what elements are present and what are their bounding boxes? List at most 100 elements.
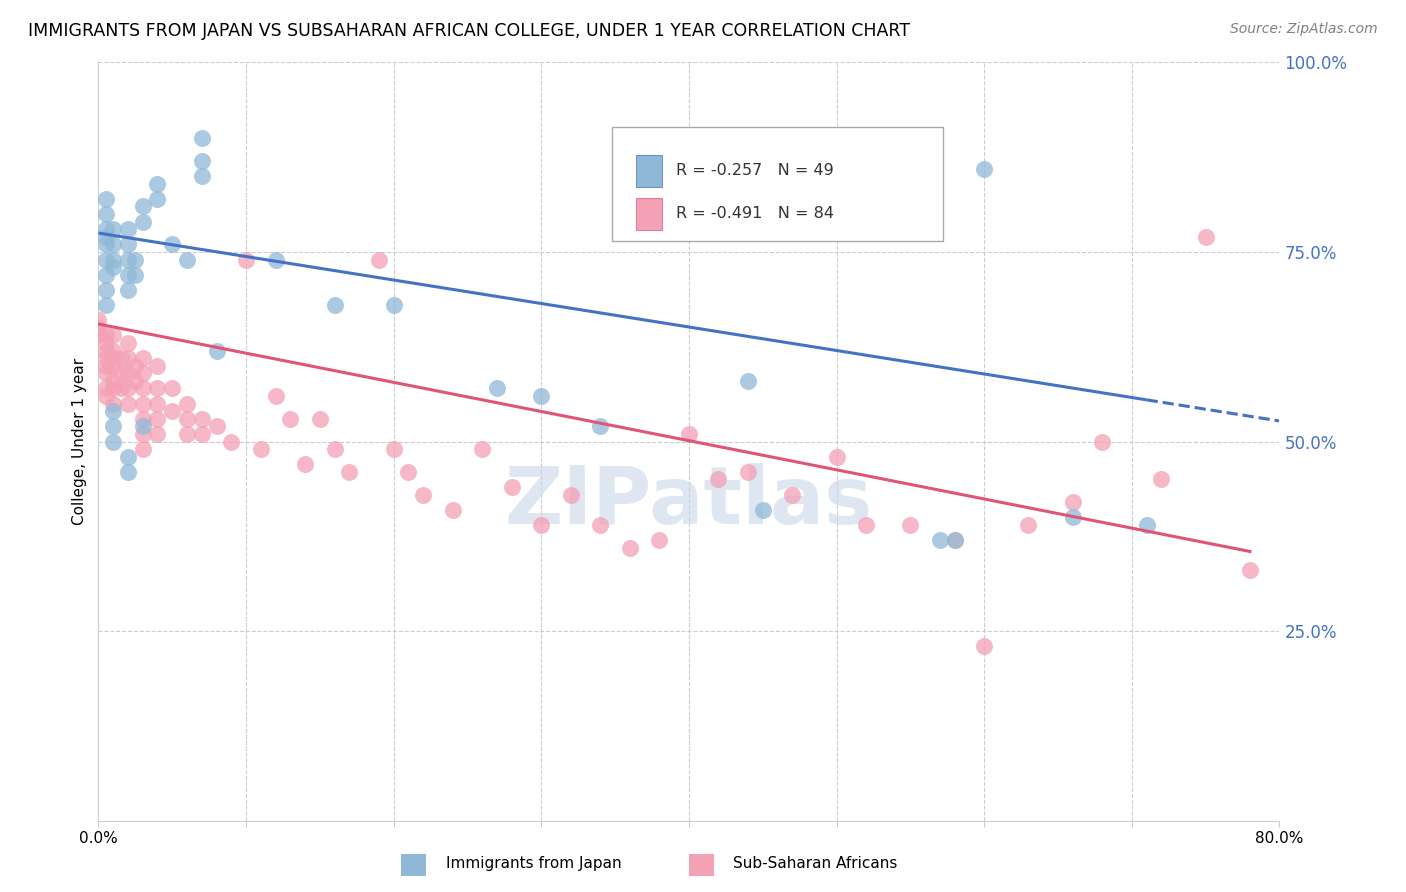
Point xyxy=(191,169,214,184)
Point xyxy=(530,389,553,403)
Point xyxy=(117,252,139,267)
Point xyxy=(707,473,730,487)
Point xyxy=(973,161,995,176)
Point xyxy=(103,328,125,343)
Point xyxy=(737,465,759,479)
Point xyxy=(1136,517,1159,532)
Point xyxy=(486,382,509,396)
Text: Immigrants from Japan: Immigrants from Japan xyxy=(447,856,621,871)
Point xyxy=(94,328,117,343)
Point xyxy=(132,214,155,228)
Point xyxy=(117,268,139,282)
Point xyxy=(943,533,966,548)
Point xyxy=(943,533,966,548)
Point xyxy=(132,396,155,410)
Point xyxy=(973,639,995,653)
Point xyxy=(94,283,117,297)
Point xyxy=(146,359,169,373)
Point xyxy=(103,260,125,275)
Point xyxy=(782,487,804,501)
Point xyxy=(530,517,553,532)
Point xyxy=(94,237,117,252)
Point xyxy=(103,434,125,449)
Point xyxy=(124,268,146,282)
Point xyxy=(94,389,117,403)
Point xyxy=(162,237,183,252)
Point xyxy=(737,374,759,388)
Point xyxy=(117,465,139,479)
Point xyxy=(117,283,139,297)
Point xyxy=(117,396,139,410)
Point xyxy=(94,366,117,380)
Point xyxy=(132,427,155,442)
Point xyxy=(94,351,117,366)
Point xyxy=(191,427,214,442)
Point xyxy=(368,252,391,267)
Point xyxy=(103,382,125,396)
Point xyxy=(589,517,612,532)
Point xyxy=(294,458,316,472)
Point xyxy=(117,366,139,380)
Point xyxy=(94,298,117,312)
Point xyxy=(309,412,332,426)
Point xyxy=(471,442,494,457)
Point xyxy=(103,359,125,373)
Point xyxy=(678,427,700,442)
Point xyxy=(560,487,582,501)
Point xyxy=(1150,473,1173,487)
Point xyxy=(1195,229,1218,244)
Point xyxy=(191,131,214,145)
Point xyxy=(117,450,139,464)
Point xyxy=(103,237,125,252)
Point xyxy=(264,252,287,267)
Point xyxy=(146,382,169,396)
Point xyxy=(589,419,612,434)
Point xyxy=(94,335,117,350)
Point xyxy=(855,517,877,532)
Point xyxy=(103,351,125,366)
Point xyxy=(124,252,146,267)
Point xyxy=(176,252,198,267)
Point xyxy=(103,396,125,410)
Point xyxy=(117,335,139,350)
Point xyxy=(205,343,228,358)
Point xyxy=(1239,564,1261,578)
Point xyxy=(132,419,155,434)
Text: ZIPatlas: ZIPatlas xyxy=(505,463,873,541)
Point xyxy=(619,541,641,555)
Point xyxy=(1018,517,1040,532)
Point xyxy=(1062,510,1084,524)
FancyBboxPatch shape xyxy=(612,127,943,241)
Point xyxy=(929,533,952,548)
Point xyxy=(398,465,420,479)
Point xyxy=(382,298,405,312)
Point xyxy=(103,419,125,434)
Point xyxy=(132,412,155,426)
Point xyxy=(162,382,183,396)
Point xyxy=(94,382,117,396)
Text: Source: ZipAtlas.com: Source: ZipAtlas.com xyxy=(1230,22,1378,37)
Point xyxy=(176,412,198,426)
Y-axis label: College, Under 1 year: College, Under 1 year xyxy=(72,358,87,525)
Point xyxy=(382,442,405,457)
Point xyxy=(103,374,125,388)
Point xyxy=(87,328,110,343)
Point xyxy=(191,153,214,168)
Point xyxy=(94,359,117,373)
Point xyxy=(103,252,125,267)
Point xyxy=(132,351,155,366)
Point xyxy=(146,427,169,442)
Point xyxy=(250,442,273,457)
Point xyxy=(191,412,214,426)
Point xyxy=(94,192,117,206)
Point xyxy=(94,252,117,267)
Point xyxy=(339,465,361,479)
Point xyxy=(132,382,155,396)
Point xyxy=(752,503,775,517)
Point xyxy=(235,252,257,267)
Text: Sub-Saharan Africans: Sub-Saharan Africans xyxy=(734,856,897,871)
Point xyxy=(280,412,302,426)
Point xyxy=(87,313,110,327)
Point xyxy=(323,298,346,312)
Point xyxy=(323,442,346,457)
